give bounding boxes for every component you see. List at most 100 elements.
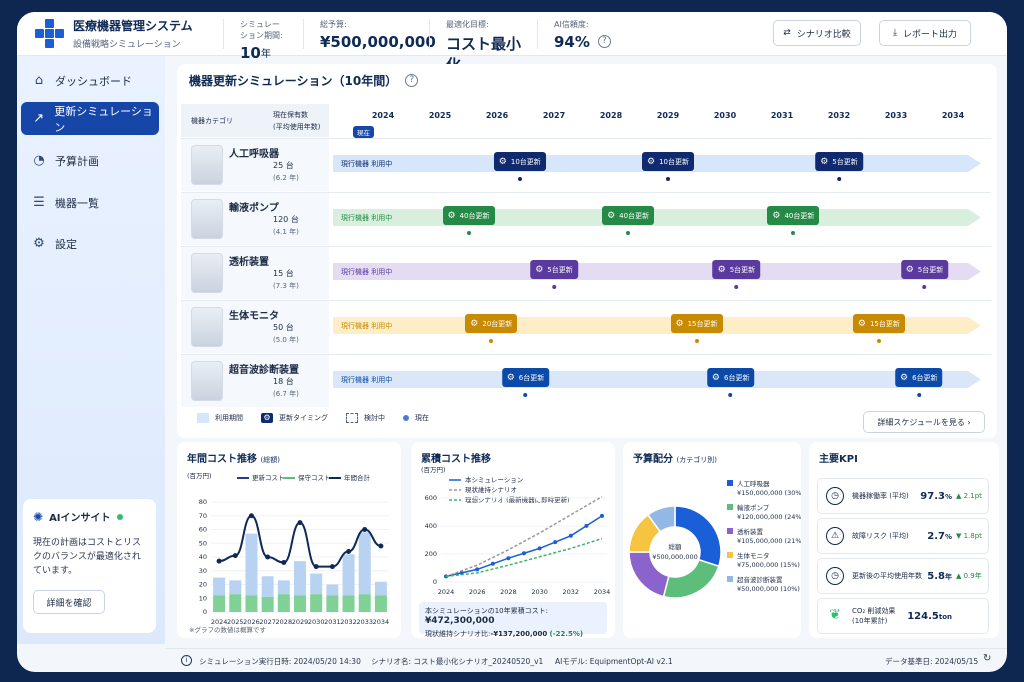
update-event-badge[interactable]: ⚙ 6台更新 <box>706 368 755 387</box>
update-event-badge[interactable]: ⚙ 40台更新 <box>767 206 820 225</box>
sidebar-item-label: 設定 <box>55 237 77 251</box>
x-tick: 2029 <box>292 618 309 626</box>
bar-maintenance <box>342 595 355 612</box>
bar-maintenance <box>310 594 323 612</box>
gear-icon: ⚙ <box>900 372 909 383</box>
chart-line-icon: ↗ <box>33 111 45 126</box>
sidebar-item-dashboard[interactable]: ⌂ ダッシュボード <box>21 64 159 97</box>
y-tick: 60 <box>199 526 207 534</box>
update-event-badge[interactable]: ⚙ 10台更新 <box>493 152 546 171</box>
y-tick: 400 <box>425 522 437 530</box>
kpi-item: ◷ 機器稼働率 (平均) 97.3% ▲ 2.1pt <box>817 478 989 514</box>
annual-unit: (百万円) <box>187 472 212 480</box>
legend-label: 輸液ポンプ <box>737 503 770 512</box>
equipment-info: 超音波診断装置 18 台 (6.7 年) <box>181 355 329 407</box>
update-event-badge[interactable]: ⚙ 6台更新 <box>501 368 550 387</box>
equipment-name: 生体モニタ <box>229 311 279 322</box>
cumulative-unit: (百万円) <box>421 466 446 474</box>
year-label: 2031 <box>770 111 794 120</box>
y-tick: 70 <box>199 512 207 520</box>
diff-pct: (-22.5%) <box>549 630 584 638</box>
total-point <box>329 564 335 570</box>
app-logo-icon <box>35 18 65 49</box>
update-event-badge[interactable]: ⚙ 10台更新 <box>642 152 694 171</box>
usage-bar[interactable]: 現行機器 利用中 <box>333 209 981 226</box>
stat-period-unit: 年 <box>260 49 271 60</box>
update-event-label: 5台更新 <box>547 265 573 274</box>
sidebar-item-budget[interactable]: ◔ 予算計画 <box>21 144 159 177</box>
year-label: 2034 <box>941 111 965 120</box>
year-label: 2024 <box>371 111 395 120</box>
usage-bar[interactable]: 現行機器 利用中 <box>333 263 981 280</box>
ai-insight-title: AIインサイト <box>49 513 111 524</box>
stat-period: シミュレーション期間: 10 年 <box>223 18 303 62</box>
series-point <box>506 556 511 561</box>
update-event-badge[interactable]: ⚙ 15台更新 <box>852 314 905 333</box>
col-count: 現在保有数 <box>273 111 308 119</box>
update-event-badge[interactable]: ⚙ 40台更新 <box>602 206 655 225</box>
usage-bar-label: 現行機器 利用中 <box>341 268 393 276</box>
year-label: 2028 <box>599 111 623 120</box>
year-label: 2033 <box>884 111 908 120</box>
sidebar-item-label: 予算計画 <box>55 154 99 168</box>
sidebar-item-equipment[interactable]: ☰ 機器一覧 <box>21 186 159 219</box>
series-point <box>600 513 604 518</box>
update-event-badge[interactable]: ⚙ 5台更新 <box>900 260 949 279</box>
kpi-label: 機器稼働率 (平均) <box>852 492 909 500</box>
legend-now: 現在 <box>403 413 429 423</box>
series-point <box>522 551 526 556</box>
update-event-badge[interactable]: ⚙ 40台更新 <box>442 206 495 225</box>
report-export-button[interactable]: ⤓ レポート出力 <box>879 20 971 46</box>
y-tick: 40 <box>199 553 207 561</box>
gear-icon: ⚙ <box>675 318 684 329</box>
col-category: 機器カテゴリ <box>191 117 233 125</box>
budget-pie-chart: 総額 ¥500,000,000 人工呼吸器¥150,000,000 (30%) 輸液ポ… <box>628 479 801 599</box>
usage-bar[interactable]: 現行機器 利用中 <box>333 371 981 388</box>
equipment-image <box>191 361 223 401</box>
stat-period-value: 10 <box>240 43 261 62</box>
update-event-badge[interactable]: ⚙ 5台更新 <box>712 260 761 279</box>
bar-update <box>245 533 258 596</box>
sidebar-item-settings[interactable]: ⚙ 設定 <box>21 227 159 260</box>
annual-title: 年間コスト推移 <box>187 454 257 465</box>
legend-label: 現状維持シナリオ <box>465 485 517 494</box>
equipment-count: 25 台 <box>273 161 294 170</box>
gear-icon: ⚙ <box>535 264 544 275</box>
help-icon[interactable]: ? <box>597 35 611 48</box>
update-event-badge[interactable]: ⚙ 6台更新 <box>895 368 943 387</box>
equipment-avg-years: (7.3 年) <box>273 282 299 290</box>
total-point <box>378 543 384 549</box>
legend-label: 人工呼吸器 <box>737 479 770 488</box>
legend-label: 年間合計 <box>344 473 371 482</box>
ai-detail-button[interactable]: 詳細を確認 <box>33 590 105 614</box>
equipment-name: 人工呼吸器 <box>229 149 279 160</box>
usage-bar-label: 現行機器 利用中 <box>341 322 393 330</box>
update-event-label: 40台更新 <box>784 211 815 220</box>
update-event-badge[interactable]: ⚙ 5台更新 <box>815 152 863 171</box>
home-icon: ⌂ <box>34 73 44 88</box>
detail-schedule-button[interactable]: 詳細スケジュールを見る › <box>863 411 985 433</box>
help-icon[interactable]: ? <box>405 74 419 87</box>
sidebar-item-simulation[interactable]: ↗ 更新シミュレーション <box>21 102 159 135</box>
kpi-label: 故障リスク (平均) <box>852 532 909 540</box>
bar-update <box>342 554 355 596</box>
update-event-badge[interactable]: ⚙ 15台更新 <box>670 314 723 333</box>
update-event-label: 5台更新 <box>729 265 756 274</box>
refresh-icon[interactable]: ↻ <box>983 653 992 664</box>
kpi-unit: 年 <box>945 572 952 581</box>
annual-cost-chart: (百万円) 更新コスト 保守コスト 年間合計010203040506070802024… <box>187 472 389 626</box>
pie-center-value: ¥500,000,000 <box>652 553 698 561</box>
gear-icon: ⚙ <box>33 236 45 251</box>
usage-bar-label: 現行機器 利用中 <box>341 214 393 222</box>
update-event-badge[interactable]: ⚙ 5台更新 <box>530 260 578 279</box>
bar-update <box>310 573 323 595</box>
update-event-badge[interactable]: ⚙ 20台更新 <box>465 314 518 333</box>
gear-icon: ⚙ <box>905 264 914 275</box>
series-point <box>553 540 558 545</box>
scenario-compare-button[interactable]: ⇄ シナリオ比較 <box>773 20 861 46</box>
info-icon: i <box>181 655 192 666</box>
pie-slice <box>646 505 676 533</box>
gear-icon: ⚙ <box>607 210 616 221</box>
kpi-card: 主要KPI ◷ 機器稼働率 (平均) 97.3% ▲ 2.1pt ⚠ 故障リスク (平均)… <box>809 442 999 638</box>
update-event-label: 5台更新 <box>832 157 858 166</box>
